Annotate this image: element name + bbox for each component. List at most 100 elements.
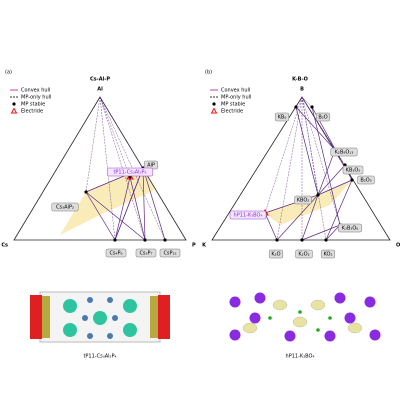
phase-point — [275, 238, 279, 242]
hull-line — [301, 96, 353, 181]
phase-label: hP11-K₃BO₄ — [234, 213, 263, 219]
phase-box — [295, 249, 313, 259]
atom — [229, 296, 241, 308]
legend-key — [210, 107, 218, 114]
phase-point — [350, 178, 354, 182]
atom — [229, 329, 241, 341]
phase-box — [338, 223, 362, 233]
panel-title: Cs-Al-P — [90, 77, 110, 83]
phase-box — [315, 112, 331, 122]
phase-label: CsP₁₅ — [163, 251, 176, 257]
atom — [324, 330, 336, 342]
atom — [63, 299, 77, 313]
hull-line — [301, 224, 341, 241]
shade — [60, 168, 155, 235]
legend-label: Convex hull — [221, 88, 250, 94]
atom — [268, 316, 272, 320]
atom — [328, 316, 332, 320]
atom — [107, 297, 113, 303]
phase-label: Cs₄P₆ — [109, 251, 122, 257]
atom-slab — [150, 296, 158, 338]
atom — [107, 333, 113, 339]
hull-line — [301, 96, 313, 108]
phase-point — [316, 193, 320, 197]
hull-line — [317, 164, 346, 196]
atom — [82, 315, 88, 321]
phase-label: AlP — [147, 163, 155, 169]
atom — [63, 323, 77, 337]
vertex-label: P — [192, 243, 196, 249]
legend-label: Electride — [21, 109, 43, 115]
phase-label: K₃B₃O₆ — [342, 226, 359, 232]
atom — [316, 328, 320, 332]
phase-box — [105, 248, 127, 258]
hull-line — [301, 96, 327, 241]
phase-label: B₂O₃ — [360, 178, 371, 184]
phase-box — [268, 249, 284, 259]
electride-mark — [126, 173, 134, 180]
atom — [93, 311, 107, 325]
phase-label: K₂B₈O₁₃ — [335, 150, 354, 156]
hull-line — [85, 191, 116, 241]
phase-label: Cs₃P₇ — [139, 251, 152, 257]
hull-line — [264, 96, 303, 214]
hull-line — [301, 194, 319, 241]
phase-point — [294, 105, 298, 109]
phase-box — [135, 248, 157, 258]
phase-label: B₂O — [318, 115, 327, 121]
vertex-label: Cs — [1, 243, 8, 249]
hull-line — [85, 96, 101, 193]
phase-label: tP11-Cs₃Al₂P₄ — [113, 170, 146, 176]
hull-line — [99, 96, 131, 178]
phase-point — [163, 238, 167, 242]
hull-line — [142, 167, 166, 241]
hull-line — [129, 176, 146, 241]
atom-slab — [42, 296, 50, 338]
phase-box — [342, 165, 364, 175]
legend-label: MP stable — [221, 102, 245, 108]
atom — [87, 333, 93, 339]
phase-label: KO₂ — [324, 252, 333, 258]
atom — [344, 312, 356, 324]
hull-line — [295, 106, 319, 196]
atom-slab — [30, 295, 42, 339]
isosurface — [242, 322, 258, 334]
hull-line — [317, 179, 353, 196]
atom — [284, 330, 296, 342]
hull-line — [99, 96, 144, 169]
atom — [254, 292, 266, 304]
phase-point — [324, 238, 328, 242]
legend-label: MP-only hull — [221, 95, 251, 101]
phase-box — [330, 147, 358, 157]
phase-box — [51, 202, 79, 212]
hull-line — [142, 167, 146, 241]
phase-point — [300, 238, 304, 242]
caption: hP11-K₃BO₄ — [286, 354, 315, 360]
isosurface — [310, 299, 326, 311]
panel-label: (a) — [5, 70, 12, 76]
hull-line — [295, 96, 303, 108]
hull-line — [325, 179, 353, 241]
legend-key — [212, 102, 216, 106]
hull-line — [301, 96, 341, 226]
atom — [123, 299, 137, 313]
vertex-label: Al — [97, 87, 103, 93]
hull-line — [325, 224, 341, 241]
phase-point — [113, 238, 117, 242]
atom — [369, 329, 381, 341]
legend-key — [10, 107, 18, 114]
atom — [298, 310, 302, 314]
hull-line — [99, 96, 146, 241]
isosurface — [272, 299, 288, 311]
vertex-label: O — [396, 243, 400, 249]
phase-label: KB₃O₅ — [346, 168, 361, 174]
legend-label: MP stable — [21, 102, 45, 108]
atom — [364, 296, 376, 308]
phase-label: K₂O₂ — [298, 252, 309, 258]
hull-line — [317, 149, 336, 196]
hull-line — [301, 96, 319, 196]
phase-point — [310, 105, 314, 109]
atom — [112, 315, 118, 321]
panel-label: (b) — [205, 70, 212, 76]
